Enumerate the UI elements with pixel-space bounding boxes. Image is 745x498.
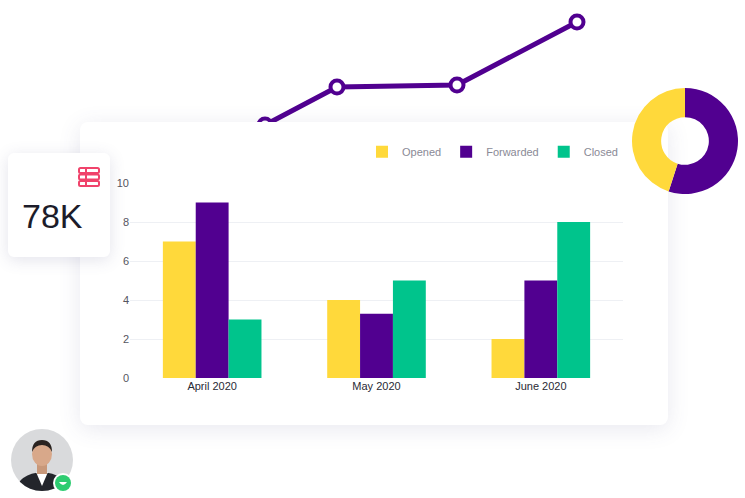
svg-text:6: 6 xyxy=(123,255,129,267)
svg-text:Forwarded: Forwarded xyxy=(486,146,539,158)
svg-text:10: 10 xyxy=(117,177,129,189)
svg-text:Closed: Closed xyxy=(584,146,618,158)
svg-text:8: 8 xyxy=(123,216,129,228)
html-text:78K: 78K xyxy=(22,197,83,235)
svg-text:0: 0 xyxy=(123,372,129,384)
svg-text:June 2020: June 2020 xyxy=(515,380,566,392)
svg-text:4: 4 xyxy=(123,294,129,306)
svg-text:April 2020: April 2020 xyxy=(187,380,237,392)
svg-text:May 2020: May 2020 xyxy=(352,380,400,392)
svg-text:Opened: Opened xyxy=(402,146,441,158)
svg-text:2: 2 xyxy=(123,333,129,345)
